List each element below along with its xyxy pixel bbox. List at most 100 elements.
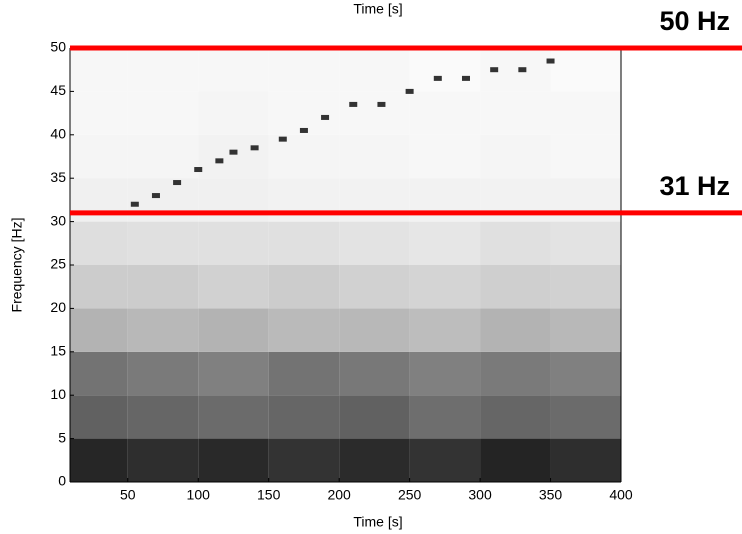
cell	[480, 91, 551, 135]
cell	[70, 221, 128, 265]
cell	[198, 221, 269, 265]
cell	[339, 308, 410, 352]
cell	[127, 308, 199, 352]
cell	[198, 48, 269, 92]
cell	[409, 351, 481, 396]
x-tick-label: 350	[539, 487, 563, 503]
cell	[550, 351, 621, 396]
ridge-point	[151, 193, 160, 199]
cell	[339, 351, 410, 396]
x-tick-label: 300	[468, 487, 492, 503]
cell	[409, 91, 481, 135]
y-tick-label: 20	[50, 299, 66, 315]
cell	[70, 438, 128, 482]
cell	[70, 91, 128, 135]
cell	[198, 438, 269, 482]
ridge-point	[250, 145, 259, 151]
cell	[198, 395, 269, 439]
cell	[480, 438, 551, 482]
cell	[268, 134, 340, 179]
cell	[268, 395, 340, 439]
cell	[550, 221, 621, 265]
x-tick-label: 100	[187, 487, 211, 503]
y-tick-label: 0	[58, 473, 66, 489]
cell	[70, 308, 128, 352]
cell	[550, 134, 621, 179]
cell	[339, 265, 410, 309]
cell	[550, 265, 621, 309]
x-tick-label: 50	[120, 487, 136, 503]
x-tick-label: 150	[257, 487, 281, 503]
ridge-point	[433, 75, 442, 81]
cell	[70, 134, 128, 179]
cell	[480, 351, 551, 396]
top-label: Time [s]	[353, 1, 402, 17]
cell	[339, 395, 410, 439]
ridge-point	[130, 201, 139, 207]
cell	[127, 134, 199, 179]
cell	[268, 91, 340, 135]
ridge-point	[405, 88, 414, 94]
cell	[70, 265, 128, 309]
y-tick-label: 25	[50, 256, 66, 272]
cell	[127, 91, 199, 135]
cell	[127, 221, 199, 265]
cell	[127, 48, 199, 92]
cell	[409, 48, 481, 92]
cell	[550, 395, 621, 439]
cell	[198, 308, 269, 352]
y-tick-label: 5	[58, 429, 66, 445]
ridge-point	[490, 67, 499, 73]
cell	[127, 265, 199, 309]
x-tick-label: 200	[327, 487, 351, 503]
ridge-point	[518, 67, 527, 73]
ridge-point	[377, 101, 386, 107]
ridge-point	[299, 127, 308, 133]
ridge-point	[194, 167, 203, 173]
cell	[127, 438, 199, 482]
cell	[409, 308, 481, 352]
cell	[409, 438, 481, 482]
y-tick-label: 50	[50, 39, 66, 55]
cell	[268, 308, 340, 352]
x-axis-label: Time [s]	[353, 514, 402, 530]
cell	[550, 308, 621, 352]
x-tick-label: 400	[609, 487, 633, 503]
cell	[339, 91, 410, 135]
cell	[70, 395, 128, 439]
cell	[198, 134, 269, 179]
cell	[198, 265, 269, 309]
ridge-point	[321, 114, 330, 120]
y-tick-label: 40	[50, 126, 66, 142]
x-tick-label: 250	[398, 487, 422, 503]
cell	[268, 265, 340, 309]
cell	[409, 265, 481, 309]
y-tick-label: 30	[50, 212, 66, 228]
cell	[550, 438, 621, 482]
cell	[198, 351, 269, 396]
cell	[339, 438, 410, 482]
y-axis-label: Frequency [Hz]	[9, 218, 25, 313]
cell	[409, 134, 481, 179]
cell	[550, 48, 621, 92]
cell	[268, 438, 340, 482]
cell	[480, 221, 551, 265]
y-tick-label: 45	[50, 82, 66, 98]
cell	[127, 395, 199, 439]
cell	[480, 265, 551, 309]
cell	[339, 134, 410, 179]
cell	[339, 48, 410, 92]
cell	[70, 48, 128, 92]
ridge-point	[546, 58, 555, 64]
reference-label: 50 Hz	[659, 6, 730, 36]
cell	[480, 308, 551, 352]
cell	[550, 91, 621, 135]
ridge-point	[229, 149, 238, 155]
ridge-point	[173, 180, 182, 186]
cell	[198, 91, 269, 135]
y-tick-label: 35	[50, 169, 66, 185]
cell	[268, 221, 340, 265]
cell	[480, 395, 551, 439]
cell	[127, 351, 199, 396]
